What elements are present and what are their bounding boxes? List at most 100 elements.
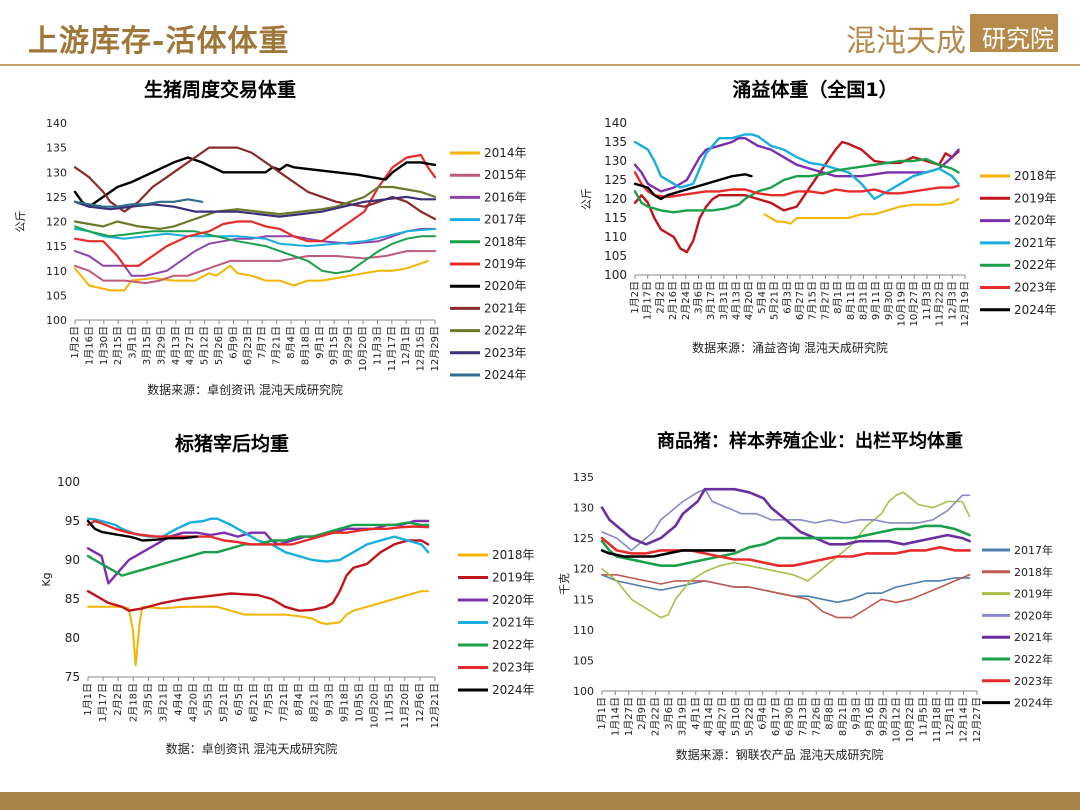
y-tick-label: 125	[46, 191, 67, 204]
x-tick-label: 6月17日	[770, 697, 782, 736]
x-tick-label: 2月9日	[636, 697, 648, 730]
x-tick-label: 2月18日	[127, 683, 139, 722]
y-tick-label: 75	[65, 670, 80, 684]
series-line-2022年	[633, 157, 960, 214]
legend-label: 2018年	[1014, 565, 1053, 579]
legend-label: 2017年	[1014, 543, 1053, 557]
legend-label: 2024年	[484, 368, 527, 382]
x-tick-label: 5月22日	[743, 697, 755, 736]
legend-label: 2018年	[1014, 169, 1057, 183]
x-tick-label: 3月6日	[663, 697, 675, 730]
chart-title: 标猪宰后均重	[175, 432, 289, 455]
legend-label: 2020年	[492, 593, 535, 607]
x-tick-label: 9月16日	[864, 697, 876, 736]
legend-label: 2024年	[1014, 303, 1057, 317]
x-tick-label: 1月27日	[623, 697, 635, 736]
x-tick-label: 5月10日	[730, 697, 742, 736]
x-tick-label: 1月14日	[609, 697, 621, 736]
x-tick-label: 1月16日	[83, 326, 95, 365]
legend-label: 2022年	[1014, 258, 1057, 272]
series-line-2018年	[87, 590, 430, 667]
series-line-2019年	[633, 140, 960, 254]
legend-label: 2023年	[484, 346, 527, 360]
x-tick-label: 4月27日	[717, 697, 729, 736]
legend-label: 2021年	[484, 301, 527, 315]
y-tick-label: 105	[573, 654, 594, 667]
x-tick-label: 7月5日	[263, 683, 275, 716]
legend-label: 2014年	[484, 146, 527, 160]
legend-label: 2018年	[484, 235, 527, 249]
x-tick-label: 11月17日	[386, 326, 398, 371]
x-tick-label: 4月14日	[703, 697, 715, 736]
legend-label: 2023年	[1014, 281, 1057, 295]
y-tick-label: 100	[573, 685, 594, 698]
x-tick-label: 1月17日	[642, 281, 654, 320]
x-tick-label: 8月1日	[832, 281, 844, 314]
chart-title: 生猪周度交易体重	[144, 78, 296, 101]
header-bar: 上游库存-活体体重 混沌天成 研究院	[0, 0, 1080, 66]
x-tick-label: 10月19日	[896, 281, 908, 326]
x-tick-label: 12月27日	[971, 697, 983, 742]
series-line-2019年	[86, 539, 430, 612]
x-tick-label: 12月3日	[946, 281, 958, 320]
x-tick-label: 9月1日	[314, 326, 326, 359]
series-line-2024年	[633, 173, 753, 201]
series-line-2018年	[601, 574, 971, 619]
x-tick-label: 9月3日	[850, 697, 862, 730]
y-tick-label: 105	[46, 289, 67, 302]
x-tick-label: 5月5日	[203, 683, 215, 716]
x-tick-label: 7月21日	[278, 683, 290, 722]
x-tick-label: 8月11日	[845, 281, 857, 320]
y-tick-label: 135	[573, 471, 594, 484]
x-tick-label: 12月14日	[958, 697, 970, 742]
x-tick-label: 11月18日	[931, 697, 943, 742]
x-tick-label: 9月29日	[877, 697, 889, 736]
x-tick-label: 11月20日	[399, 683, 411, 728]
x-tick-label: 12月15日	[415, 326, 427, 371]
logo-box-text: 研究院	[982, 25, 1054, 53]
x-tick-label: 2月22日	[650, 697, 662, 736]
x-tick-label: 3月17日	[705, 281, 717, 320]
legend-label: 2022年	[1014, 652, 1053, 666]
x-tick-label: 5月4日	[756, 281, 768, 314]
y-axis-label: 公斤	[580, 188, 593, 210]
legend-label: 2018年	[492, 548, 535, 562]
legend-label: 2022年	[492, 638, 535, 652]
series-line-2017年	[74, 227, 436, 248]
y-tick-label: 120	[46, 216, 67, 229]
x-tick-label: 1月1日	[82, 683, 94, 716]
x-tick-label: 4月13日	[170, 326, 182, 365]
y-tick-label: 140	[604, 116, 627, 130]
x-tick-label: 8月8日	[824, 697, 836, 730]
series-line-2018年	[763, 198, 960, 225]
logo-box: 研究院	[970, 14, 1058, 53]
legend-label: 2022年	[484, 324, 527, 338]
legend-label: 2024年	[492, 683, 535, 697]
x-tick-label: 5月12日	[199, 326, 211, 365]
y-tick-label: 130	[46, 166, 67, 179]
y-tick-label: 125	[573, 532, 594, 545]
series-line-2019年	[601, 491, 971, 619]
x-tick-label: 12月1日	[400, 326, 412, 365]
series-line-2023年	[633, 171, 960, 199]
legend-label: 2016年	[484, 190, 527, 204]
x-tick-label: 7月26日	[810, 697, 822, 736]
legend-label: 2024年	[1014, 696, 1053, 710]
legend-label: 2021年	[1014, 236, 1057, 250]
chart-source: 数据：卓创资讯 混沌天成研究院	[166, 741, 338, 756]
series-line-2019年	[73, 153, 437, 267]
chart-weekly-trade-weight: 生猪周度交易体重 100 105 110 115 120 125 130 135 140 公斤 1月2…	[14, 78, 527, 397]
legend-label: 2020年	[1014, 608, 1053, 622]
x-tick-label: 8月31日	[857, 281, 869, 320]
x-tick-label: 8月4日	[285, 326, 297, 359]
x-tick-label: 4月4日	[173, 683, 185, 716]
series-line-2022年	[86, 521, 430, 577]
series-line-2021年	[73, 146, 437, 221]
series-line-2015年	[74, 250, 436, 285]
x-tick-label: 4月27日	[184, 326, 196, 365]
series-line-2024年	[86, 519, 199, 542]
x-tick-label: 6月21日	[248, 683, 260, 722]
series-line-2024年	[73, 198, 204, 208]
chart-source: 数据来源：涌益咨询 混沌天成研究院	[692, 340, 888, 355]
page-title: 上游库存-活体体重	[28, 24, 290, 59]
